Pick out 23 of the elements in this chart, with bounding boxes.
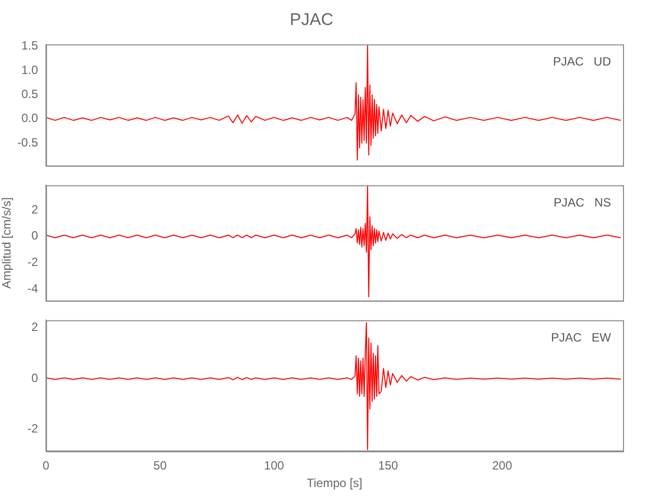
- y-tick-label: 1.5: [21, 38, 38, 53]
- x-tick-label: 200: [492, 458, 512, 473]
- y-tick-label: 0.0: [21, 111, 38, 126]
- x-axis-title: Tiempo [s]: [306, 476, 362, 490]
- x-tick-label: 150: [378, 458, 398, 473]
- y-tick-label: -0.5: [17, 135, 38, 150]
- y-tick-label: -4: [27, 281, 38, 296]
- y-tick-label: -2: [27, 422, 38, 436]
- annotation: PJAC UD: [552, 54, 612, 69]
- y-tick-label: 1.0: [21, 62, 38, 77]
- y-tick-label: 2: [31, 320, 38, 334]
- y-tick-label: 0: [31, 370, 38, 385]
- y-tick-label: -2: [27, 255, 38, 270]
- x-tick-label: 0: [42, 458, 50, 473]
- y-tick-label: 0: [31, 228, 38, 243]
- y-tick-label: 2: [31, 202, 38, 216]
- annotation: PJAC NS: [554, 196, 611, 210]
- y-axis-title: Amplitud [cm/s/s]: [0, 197, 14, 289]
- y-tick-label: 0.5: [21, 87, 38, 102]
- annotation: PJAC EW: [550, 330, 612, 345]
- x-tick-label: 50: [153, 458, 168, 473]
- x-tick-label: 100: [264, 458, 284, 473]
- chart-title: PJAC: [290, 10, 334, 29]
